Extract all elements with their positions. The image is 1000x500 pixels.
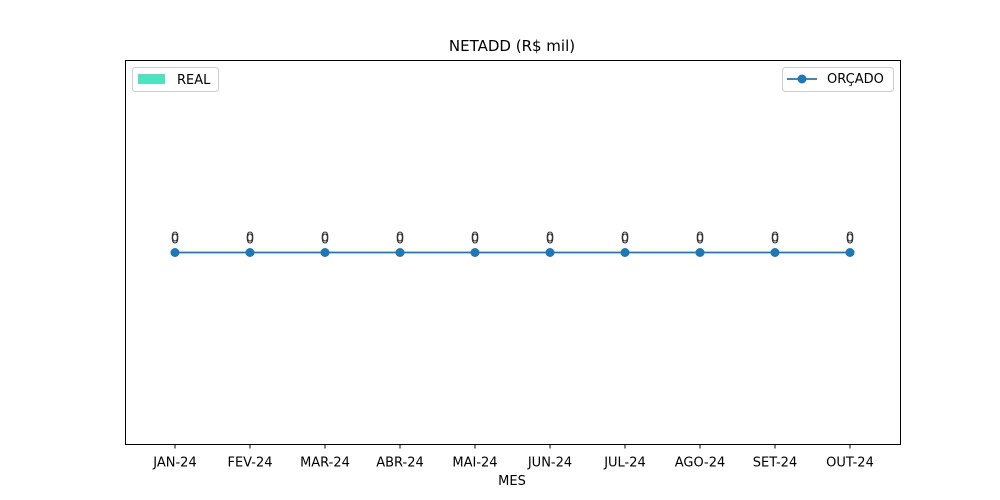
legend-real-label: REAL [177,73,211,88]
legend-orcado-label: ORÇADO [827,72,884,87]
orcado-point [470,248,480,257]
orcado-point [695,248,705,257]
real-data-label: 0 [471,231,479,246]
x-tick-label: OUT-24 [826,456,874,471]
orcado-data-label: 0 [621,233,629,248]
real-data-label: 0 [696,231,704,246]
orcado-point [545,248,555,257]
legend-real-frame [132,67,219,92]
legend-orcado: ORÇADO [782,67,894,92]
orcado-point [620,248,630,257]
orcado-point [770,248,780,257]
x-tick-label: FEV-24 [227,456,272,471]
legend-orcado-frame [782,67,894,92]
data-labels: 0 0 0 0 0 0 0 0 0 00 0 0 0 0 0 0 0 0 0 [171,231,854,248]
orcado-point [395,248,405,257]
real-data-label: 0 [321,231,329,246]
x-tick-label: MAI-24 [452,456,497,471]
real-data-label: 0 [846,231,854,246]
real-data-label: 0 [396,231,404,246]
orcado-data-label: 0 [696,233,704,248]
orcado-data-label: 0 [471,233,479,248]
orcado-data-label: 0 [396,233,404,248]
legend-orcado-marker [797,74,807,84]
x-tick-label: AGO-24 [675,456,726,471]
x-tick-label: JUL-24 [603,456,646,471]
orcado-point [170,248,180,257]
orcado-point [320,248,330,257]
orcado-data-label: 0 [171,233,179,248]
orcado-data-label: 0 [771,233,779,248]
legend-real-swatch [138,74,165,84]
real-data-label: 0 [171,231,179,246]
x-tick-label: JAN-24 [152,456,196,471]
orcado-data-label: 0 [546,233,554,248]
orcado-data-label: 0 [321,233,329,248]
orcado-data-label: 0 [846,233,854,248]
orcado-point [245,248,255,257]
x-tick-label: SET-24 [753,456,797,471]
orcado-point [845,248,855,257]
real-data-label: 0 [621,231,629,246]
x-tick-label: ABR-24 [376,456,424,471]
real-data-label: 0 [546,231,554,246]
x-tick-label: MAR-24 [300,456,350,471]
legend-real: REAL [132,67,219,92]
x-axis-ticks: JAN-24 FEV-24 MAR-24 ABR-24 MAI-24 JUN-24 JUL-… [152,444,874,471]
x-axis-label: MES [498,474,526,489]
x-tick-label: JUN-24 [527,456,572,471]
real-data-label: 0 [771,231,779,246]
real-data-label: 0 [246,231,254,246]
chart-title: NETADD (R$ mil) [449,37,575,55]
orcado-line-series [170,248,855,257]
orcado-data-label: 0 [246,233,254,248]
